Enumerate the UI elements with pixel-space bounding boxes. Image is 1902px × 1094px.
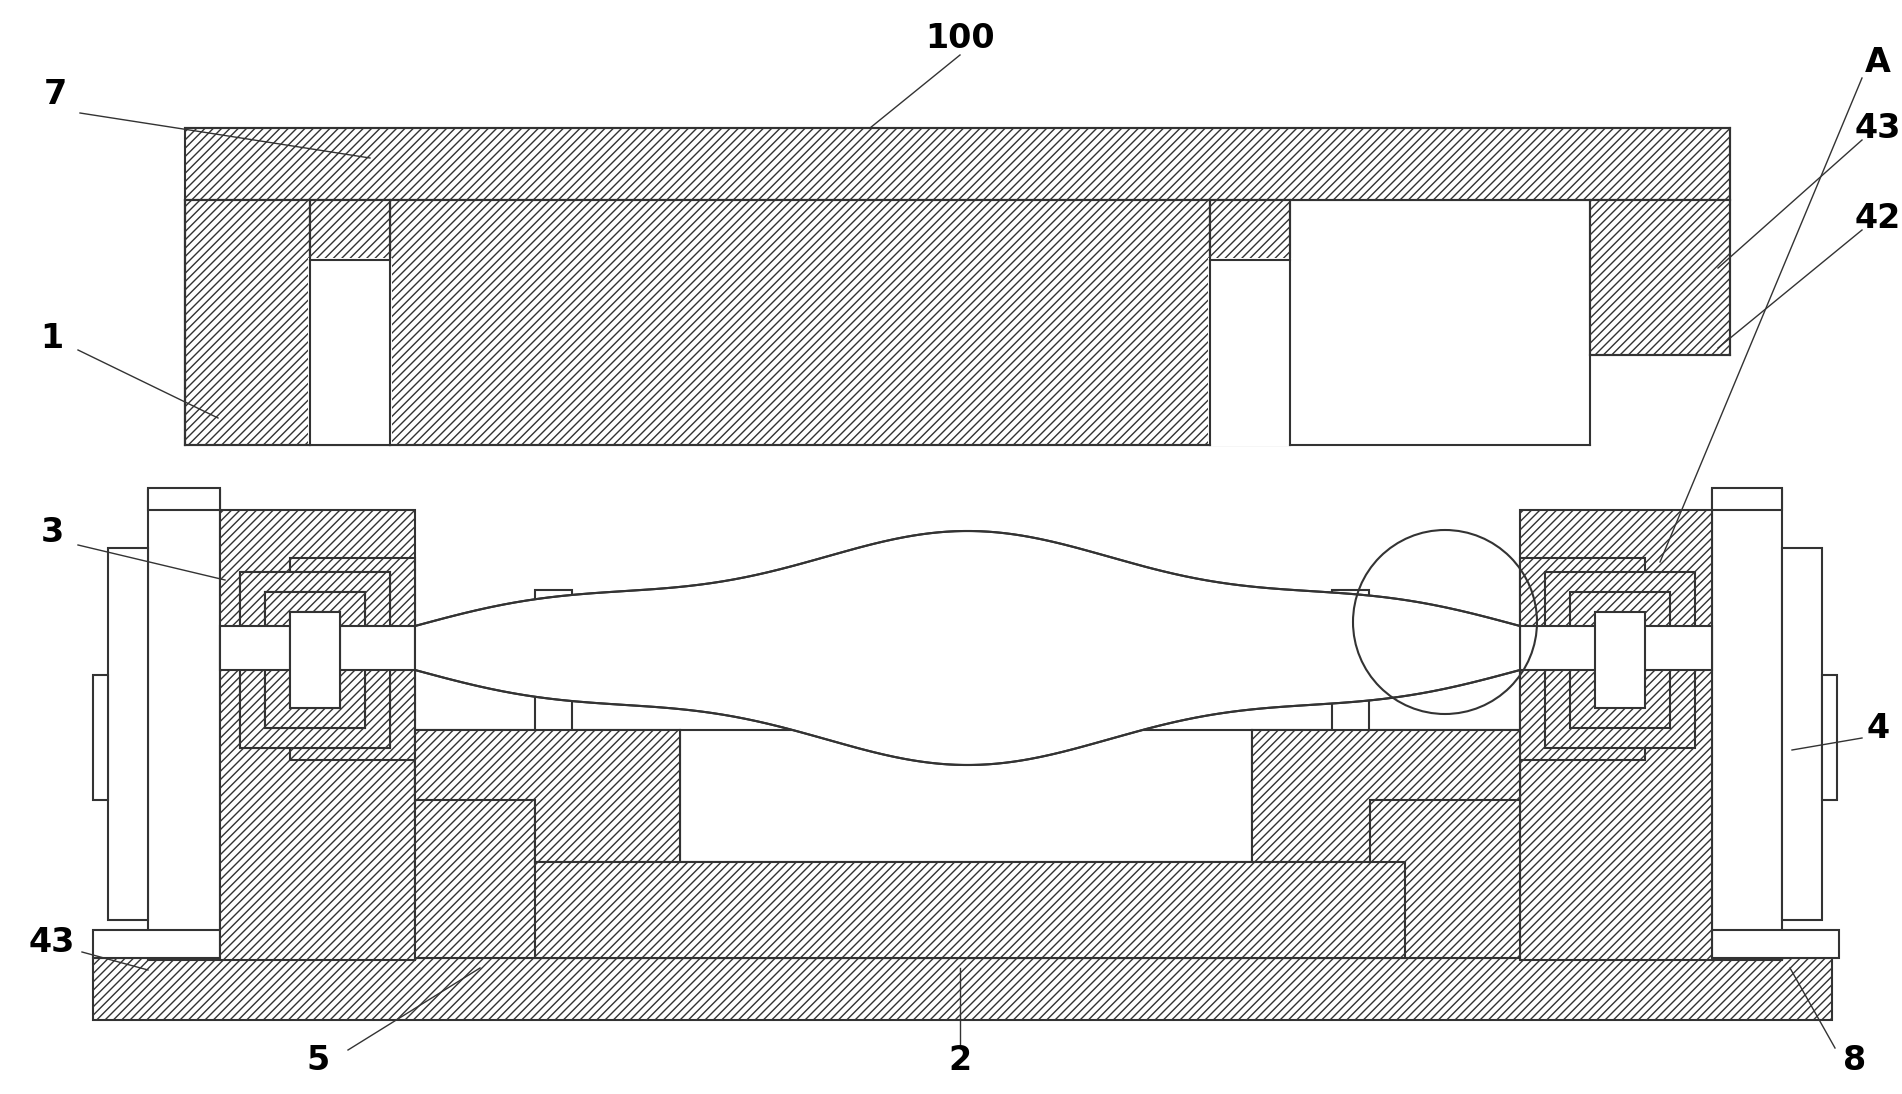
Text: 1: 1 (40, 322, 63, 354)
Text: 2: 2 (949, 1044, 972, 1076)
Polygon shape (415, 730, 681, 862)
Text: 43: 43 (29, 926, 76, 958)
Bar (148, 490, 221, 961)
Bar (93, 958, 1832, 1020)
Bar (1208, 258, 1291, 446)
Bar (1210, 260, 1290, 445)
Bar (1210, 200, 1290, 260)
Bar (184, 200, 310, 445)
Text: 42: 42 (1854, 201, 1902, 234)
Polygon shape (415, 531, 1520, 765)
Bar (184, 128, 1731, 200)
Bar (1712, 490, 1782, 961)
Bar (415, 730, 681, 958)
Bar (681, 730, 1252, 862)
Bar (1331, 590, 1369, 868)
Text: 43: 43 (1854, 112, 1902, 144)
Polygon shape (1252, 730, 1520, 862)
Bar (108, 548, 148, 920)
Text: 8: 8 (1843, 1044, 1866, 1076)
Bar (93, 675, 108, 800)
Bar (264, 592, 365, 728)
Bar (1590, 200, 1731, 354)
Text: 3: 3 (40, 515, 63, 548)
Bar (1569, 592, 1670, 728)
Bar (221, 626, 415, 670)
Bar (1782, 548, 1822, 920)
Bar (1712, 488, 1782, 510)
Bar (308, 258, 392, 446)
Bar (289, 612, 340, 708)
Bar (289, 612, 340, 708)
Bar (240, 572, 390, 748)
Bar (534, 590, 573, 868)
Text: A: A (1866, 46, 1891, 79)
Bar (1520, 558, 1645, 760)
Text: 100: 100 (924, 22, 995, 55)
Bar (534, 862, 1406, 958)
Bar (1544, 572, 1695, 748)
Bar (148, 488, 221, 510)
Text: 7: 7 (44, 79, 67, 112)
Bar (289, 558, 415, 760)
Bar (1520, 626, 1712, 670)
Bar (240, 572, 390, 748)
Text: 4: 4 (1866, 711, 1889, 745)
Bar (310, 200, 390, 260)
Bar (310, 260, 390, 445)
Bar (1596, 612, 1645, 708)
Text: 5: 5 (306, 1044, 329, 1076)
Bar (1252, 730, 1520, 958)
Bar (93, 930, 221, 958)
Bar (1520, 510, 1712, 961)
Bar (1822, 675, 1837, 800)
Bar (1712, 930, 1839, 958)
Bar (264, 592, 365, 728)
Bar (390, 200, 1210, 445)
Bar (681, 862, 1252, 958)
Bar (221, 510, 415, 961)
